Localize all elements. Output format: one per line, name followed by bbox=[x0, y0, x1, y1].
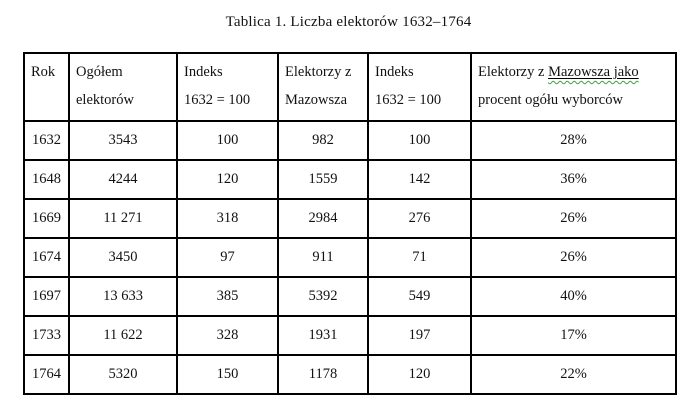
grammar-check-underline: Mazowsza jako bbox=[548, 64, 639, 80]
cell-index1: 150 bbox=[176, 354, 279, 395]
cell-index2: 71 bbox=[367, 237, 472, 278]
header-percent-line2: procent ogółu wyborców bbox=[478, 92, 623, 108]
cell-mazovia: 1178 bbox=[277, 354, 369, 395]
cell-year: 1669 bbox=[23, 198, 70, 239]
header-index2-line2: 1632 = 100 bbox=[375, 92, 442, 108]
header-mazovia-electors: Elektorzy z Mazowsza bbox=[277, 52, 369, 122]
cell-year: 1733 bbox=[23, 315, 70, 356]
header-mazovia-percent: Elektorzy z Mazowsza jako procent ogółu … bbox=[470, 52, 677, 122]
cell-percent: 36% bbox=[470, 159, 677, 200]
cell-percent: 22% bbox=[470, 354, 677, 395]
header-mazovia-line1: Elektorzy z bbox=[285, 64, 352, 80]
cell-mazovia: 5392 bbox=[277, 276, 369, 317]
header-rok-line1: Rok bbox=[31, 64, 56, 80]
header-percent-line1: Elektorzy z Mazowsza jako bbox=[478, 58, 673, 86]
cell-index2: 276 bbox=[367, 198, 472, 239]
cell-index1: 97 bbox=[176, 237, 279, 278]
header-row: Rok Ogółem elektorów Indeks 1632 = 100 E… bbox=[23, 52, 677, 122]
header-percent-underlined-text: Mazowsza jako bbox=[548, 64, 639, 80]
table-row-1733: 1733 11 622 328 1931 197 17% bbox=[23, 315, 677, 356]
cell-index2: 120 bbox=[367, 354, 472, 395]
cell-index2: 100 bbox=[367, 120, 472, 161]
header-index-1: Indeks 1632 = 100 bbox=[176, 52, 279, 122]
header-rok: Rok bbox=[23, 52, 70, 122]
cell-total: 5320 bbox=[68, 354, 178, 395]
table-row-1764: 1764 5320 150 1178 120 22% bbox=[23, 354, 677, 395]
cell-mazovia: 911 bbox=[277, 237, 369, 278]
cell-index2: 142 bbox=[367, 159, 472, 200]
cell-year: 1764 bbox=[23, 354, 70, 395]
table-row-1697: 1697 13 633 385 5392 549 40% bbox=[23, 276, 677, 317]
cell-year: 1697 bbox=[23, 276, 70, 317]
header-total-line1: Ogółem bbox=[76, 64, 123, 80]
header-total-electors: Ogółem elektorów bbox=[68, 52, 178, 122]
cell-index1: 120 bbox=[176, 159, 279, 200]
cell-index1: 385 bbox=[176, 276, 279, 317]
cell-index1: 318 bbox=[176, 198, 279, 239]
document-title: Tablica 1. Liczba elektorów 1632–1764 bbox=[225, 14, 472, 30]
cell-mazovia: 2984 bbox=[277, 198, 369, 239]
cell-total: 11 622 bbox=[68, 315, 178, 356]
table-row-1674: 1674 3450 97 911 71 26% bbox=[23, 237, 677, 278]
table-header: Rok Ogółem elektorów Indeks 1632 = 100 E… bbox=[23, 52, 677, 122]
cell-year: 1674 bbox=[23, 237, 70, 278]
cell-year: 1632 bbox=[23, 120, 70, 161]
cell-total: 11 271 bbox=[68, 198, 178, 239]
cell-mazovia: 1931 bbox=[277, 315, 369, 356]
cell-percent: 26% bbox=[470, 198, 677, 239]
cell-percent: 17% bbox=[470, 315, 677, 356]
header-index-2: Indeks 1632 = 100 bbox=[367, 52, 472, 122]
header-mazovia-line2: Mazowsza bbox=[285, 92, 348, 108]
cell-percent: 40% bbox=[470, 276, 677, 317]
cell-index1: 328 bbox=[176, 315, 279, 356]
header-index1-line1: Indeks bbox=[184, 64, 223, 80]
cell-index2: 197 bbox=[367, 315, 472, 356]
cell-mazovia: 1559 bbox=[277, 159, 369, 200]
table-row-1669: 1669 11 271 318 2984 276 26% bbox=[23, 198, 677, 239]
header-total-line2: elektorów bbox=[76, 92, 134, 108]
cell-total: 3450 bbox=[68, 237, 178, 278]
cell-year: 1648 bbox=[23, 159, 70, 200]
cell-index1: 100 bbox=[176, 120, 279, 161]
cell-percent: 28% bbox=[470, 120, 677, 161]
table-row-1648: 1648 4244 120 1559 142 36% bbox=[23, 159, 677, 200]
cell-index2: 549 bbox=[367, 276, 472, 317]
table-body: 1632 3543 100 982 100 28% 1648 4244 120 … bbox=[23, 120, 677, 395]
cell-total: 3543 bbox=[68, 120, 178, 161]
electors-table: Rok Ogółem elektorów Indeks 1632 = 100 E… bbox=[23, 52, 677, 395]
header-index2-line1: Indeks bbox=[375, 64, 414, 80]
cell-mazovia: 982 bbox=[277, 120, 369, 161]
cell-percent: 26% bbox=[470, 237, 677, 278]
header-index1-line2: 1632 = 100 bbox=[184, 92, 251, 108]
cell-total: 4244 bbox=[68, 159, 178, 200]
header-percent-prefix: Elektorzy z bbox=[478, 64, 549, 80]
table-row-1632: 1632 3543 100 982 100 28% bbox=[23, 120, 677, 161]
cell-total: 13 633 bbox=[68, 276, 178, 317]
